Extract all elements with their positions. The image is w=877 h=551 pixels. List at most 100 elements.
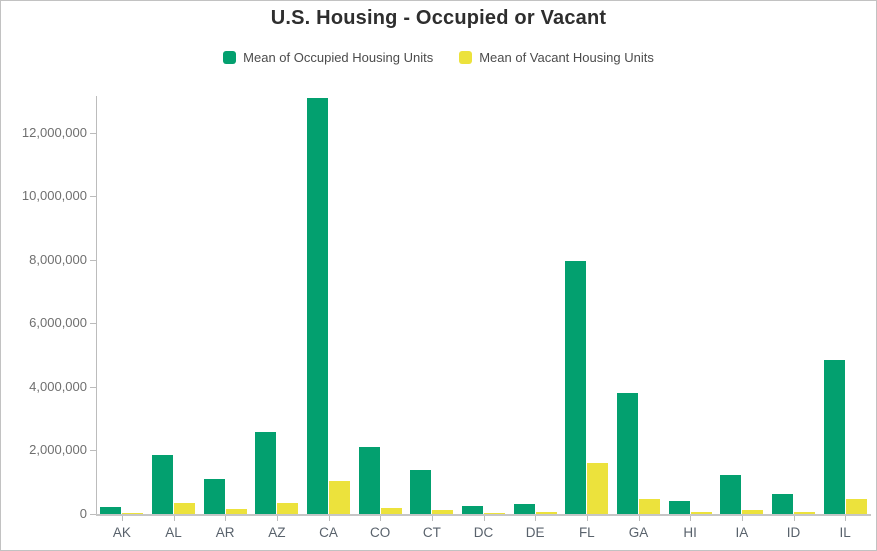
x-axis-label-ar: AR bbox=[215, 525, 235, 540]
occupied-bar-fl[interactable] bbox=[565, 261, 587, 514]
x-axis-tick-mark bbox=[173, 516, 175, 521]
y-axis-tick-mark bbox=[90, 132, 96, 134]
y-axis bbox=[96, 96, 97, 515]
occupied-bar-il[interactable] bbox=[823, 359, 845, 514]
x-axis-label-ca: CA bbox=[319, 525, 338, 540]
bar-group-ak bbox=[96, 96, 148, 514]
occupied-bar-ak[interactable] bbox=[100, 506, 122, 514]
vacant-bar-ak[interactable] bbox=[122, 512, 144, 514]
vacant-bar-al[interactable] bbox=[173, 502, 195, 514]
x-axis-tick-mark bbox=[483, 516, 485, 521]
occupied-bar-de[interactable] bbox=[513, 503, 535, 514]
legend-label-vacant: Mean of Vacant Housing Units bbox=[479, 50, 654, 65]
legend-label-occupied: Mean of Occupied Housing Units bbox=[243, 50, 434, 65]
bar-group-fl bbox=[561, 96, 613, 514]
bar-group-dc bbox=[458, 96, 510, 514]
x-axis-label-de: DE bbox=[525, 525, 545, 540]
bar-group-ga bbox=[613, 96, 665, 514]
x-axis-tick-mark bbox=[225, 516, 227, 521]
x-axis-tick-mark bbox=[586, 516, 588, 521]
bar-group-ct bbox=[406, 96, 458, 514]
bar-group-de bbox=[509, 96, 561, 514]
occupied-bar-ca[interactable] bbox=[306, 97, 328, 514]
x-axis-tick-mark bbox=[845, 516, 847, 521]
x-axis-tick-mark bbox=[431, 516, 433, 521]
occupied-bar-ct[interactable] bbox=[410, 470, 432, 514]
vacant-bar-ar[interactable] bbox=[225, 508, 247, 514]
y-axis-tick-mark bbox=[90, 323, 96, 325]
occupied-bar-hi[interactable] bbox=[668, 500, 690, 514]
x-axis-tick-mark bbox=[380, 516, 382, 521]
x-axis-tick-mark bbox=[328, 516, 330, 521]
vacant-bar-fl[interactable] bbox=[587, 463, 609, 514]
bar-group-hi bbox=[664, 96, 716, 514]
vacant-bar-ca[interactable] bbox=[328, 480, 350, 514]
x-axis-label-al: AL bbox=[165, 525, 182, 540]
y-axis-tick-label: 4,000,000 bbox=[29, 378, 87, 394]
chart-title: U.S. Housing - Occupied or Vacant bbox=[270, 7, 607, 29]
vacant-bar-id[interactable] bbox=[793, 512, 815, 514]
vacant-swatch-icon bbox=[459, 51, 473, 64]
x-axis-label-id: ID bbox=[786, 525, 801, 540]
bar-group-ia bbox=[716, 96, 768, 514]
occupied-bar-dc[interactable] bbox=[461, 505, 483, 514]
x-axis-label-co: CO bbox=[370, 525, 391, 540]
x-axis-tick-mark bbox=[638, 516, 640, 521]
x-axis bbox=[96, 514, 871, 516]
occupied-swatch-icon bbox=[223, 51, 237, 64]
y-axis-tick-mark bbox=[90, 450, 96, 452]
x-axis-label-hi: HI bbox=[683, 525, 697, 540]
vacant-bar-il[interactable] bbox=[845, 499, 867, 514]
y-axis-tick-mark bbox=[90, 514, 96, 515]
occupied-bar-ia[interactable] bbox=[720, 474, 742, 514]
vacant-bar-dc[interactable] bbox=[483, 513, 505, 514]
legend: Mean of Occupied Housing Units Mean of V… bbox=[1, 50, 876, 65]
vacant-bar-hi[interactable] bbox=[690, 512, 712, 514]
x-axis-label-ia: IA bbox=[735, 525, 749, 540]
x-axis-tick-mark bbox=[535, 516, 537, 521]
x-axis-label-il: IL bbox=[839, 525, 851, 540]
x-axis-label-ct: CT bbox=[422, 525, 441, 540]
bar-group-ar bbox=[199, 96, 251, 514]
occupied-bar-ga[interactable] bbox=[616, 392, 638, 514]
bar-group-il bbox=[819, 96, 871, 514]
y-axis-tick-mark bbox=[90, 386, 96, 388]
legend-item-vacant[interactable]: Mean of Vacant Housing Units bbox=[459, 50, 654, 65]
vacant-bar-az[interactable] bbox=[277, 502, 299, 514]
x-axis-tick-mark bbox=[276, 516, 278, 521]
bar-group-al bbox=[148, 96, 200, 514]
bar-group-co bbox=[354, 96, 406, 514]
legend-item-occupied[interactable]: Mean of Occupied Housing Units bbox=[223, 50, 433, 65]
y-axis-tick-label: 10,000,000 bbox=[21, 188, 87, 204]
occupied-bar-al[interactable] bbox=[151, 454, 173, 514]
vacant-bar-de[interactable] bbox=[535, 511, 557, 514]
y-axis-tick-label: 6,000,000 bbox=[29, 315, 87, 331]
y-axis-tick-label: 8,000,000 bbox=[29, 251, 87, 267]
x-axis-label-fl: FL bbox=[578, 525, 595, 540]
vacant-bar-ct[interactable] bbox=[432, 510, 454, 514]
vacant-bar-co[interactable] bbox=[380, 507, 402, 514]
y-axis-tick-label: 12,000,000 bbox=[21, 124, 87, 140]
vacant-bar-ia[interactable] bbox=[742, 510, 764, 514]
y-axis-tick-mark bbox=[90, 196, 96, 198]
x-axis-label-ga: GA bbox=[628, 525, 649, 540]
bar-group-ca bbox=[303, 96, 355, 514]
y-axis-tick-label: 2,000,000 bbox=[29, 442, 87, 458]
occupied-bar-az[interactable] bbox=[255, 432, 277, 514]
occupied-bar-co[interactable] bbox=[358, 447, 380, 514]
x-axis-tick-mark bbox=[741, 516, 743, 521]
x-axis-tick-mark bbox=[690, 516, 692, 521]
x-axis-tick-mark bbox=[121, 516, 123, 521]
x-axis-label-ak: AK bbox=[112, 525, 131, 540]
y-axis-tick-label: 0 bbox=[79, 506, 87, 521]
x-axis-tick-mark bbox=[793, 516, 795, 521]
x-axis-label-az: AZ bbox=[268, 525, 286, 540]
bar-group-id bbox=[768, 96, 820, 514]
bar-group-az bbox=[251, 96, 303, 514]
occupied-bar-id[interactable] bbox=[771, 494, 793, 514]
vacant-bar-ga[interactable] bbox=[638, 499, 660, 514]
occupied-bar-ar[interactable] bbox=[203, 479, 225, 514]
x-axis-label-dc: DC bbox=[473, 525, 494, 540]
